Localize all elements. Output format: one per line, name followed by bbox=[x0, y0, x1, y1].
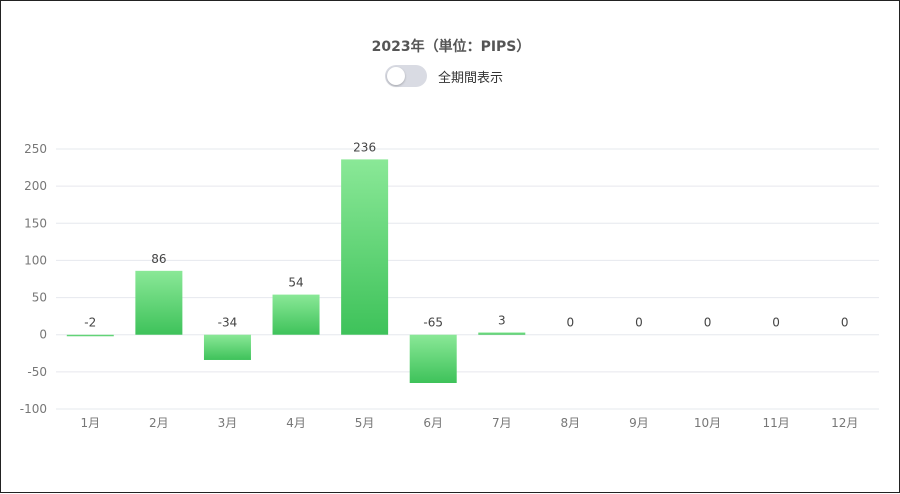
y-tick-label: -100 bbox=[20, 402, 47, 416]
chart-title: 2023年（単位：PIPS） bbox=[371, 39, 531, 55]
data-label: -2 bbox=[84, 316, 96, 330]
x-tick-label: 11月 bbox=[762, 416, 789, 430]
x-tick-label: 4月 bbox=[286, 416, 306, 430]
x-tick-label: 9月 bbox=[629, 416, 649, 430]
y-tick-label: -50 bbox=[27, 365, 47, 379]
data-label: -34 bbox=[218, 316, 238, 330]
data-label: 3 bbox=[498, 313, 506, 327]
toggle-knob bbox=[387, 67, 405, 85]
data-label: 86 bbox=[151, 252, 166, 266]
bar bbox=[135, 270, 183, 335]
x-tick-label: 6月 bbox=[423, 416, 443, 430]
x-tick-label: 12月 bbox=[831, 416, 858, 430]
bar bbox=[478, 332, 526, 335]
x-tick-label: 3月 bbox=[218, 416, 238, 430]
full-period-toggle-label: 全期間表示 bbox=[438, 70, 504, 86]
data-label: 54 bbox=[288, 276, 303, 290]
data-label: 0 bbox=[567, 316, 575, 330]
y-tick-label: 50 bbox=[32, 291, 47, 305]
x-tick-label: 8月 bbox=[561, 416, 581, 430]
y-tick-label: 250 bbox=[24, 142, 47, 156]
x-tick-label: 2月 bbox=[149, 416, 169, 430]
bar bbox=[203, 334, 251, 360]
data-label: 0 bbox=[704, 316, 712, 330]
x-tick-label: 7月 bbox=[492, 416, 512, 430]
bar bbox=[409, 334, 457, 383]
y-tick-label: 200 bbox=[24, 179, 47, 193]
x-tick-label: 10月 bbox=[694, 416, 721, 430]
y-tick-label: 100 bbox=[24, 253, 47, 267]
data-label: 236 bbox=[353, 140, 376, 154]
data-label: 0 bbox=[772, 316, 780, 330]
y-tick-label: 0 bbox=[39, 328, 47, 342]
x-tick-label: 1月 bbox=[80, 416, 100, 430]
bar bbox=[66, 334, 114, 337]
bar bbox=[272, 294, 320, 335]
data-label: 0 bbox=[635, 316, 643, 330]
y-tick-label: 150 bbox=[24, 216, 47, 230]
full-period-toggle-row: 全期間表示 bbox=[385, 65, 503, 87]
data-label: 0 bbox=[841, 316, 849, 330]
x-tick-label: 5月 bbox=[355, 416, 375, 430]
data-label: -65 bbox=[423, 316, 443, 330]
full-period-toggle[interactable] bbox=[385, 65, 427, 87]
bar bbox=[341, 159, 389, 335]
